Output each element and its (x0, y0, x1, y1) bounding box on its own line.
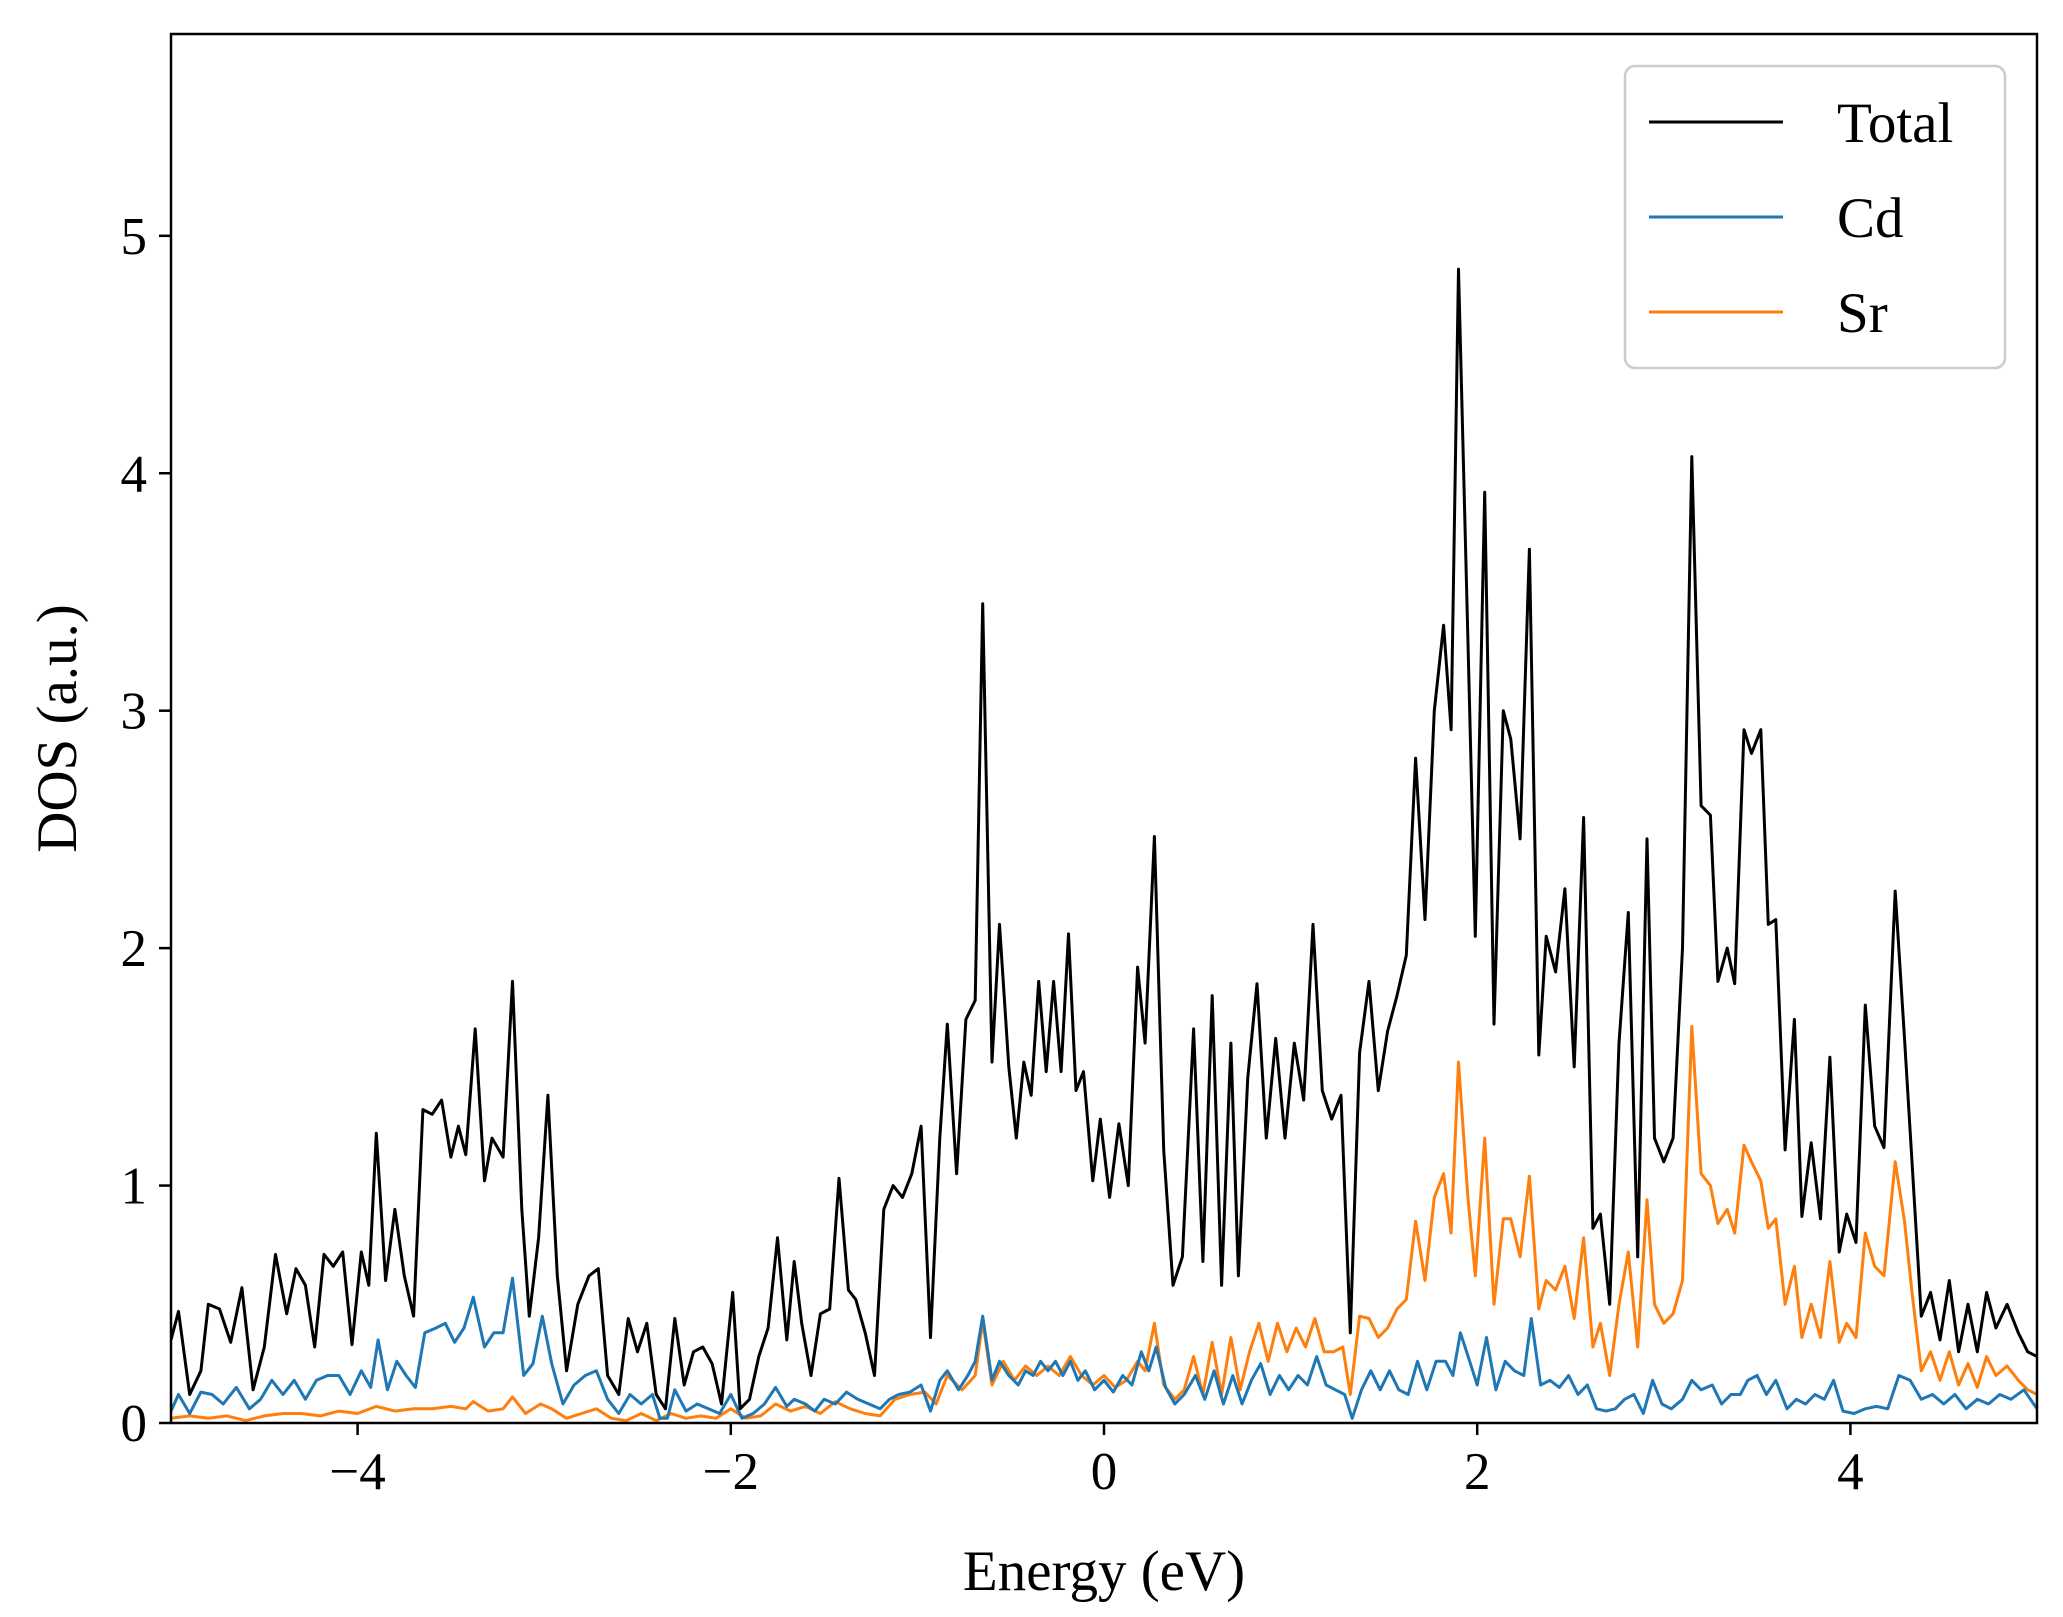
y-axis-label: DOS (a.u.) (26, 604, 89, 853)
y-tick-label: 1 (121, 1158, 148, 1216)
x-tick-label: −4 (329, 1443, 385, 1501)
x-tick-label: 4 (1837, 1443, 1864, 1501)
legend-box (1623, 64, 2007, 370)
legend-label-cd: Cd (1837, 187, 1904, 250)
legend-label-sr: Sr (1837, 282, 1888, 345)
x-tick-label: 0 (1091, 1443, 1118, 1501)
axes: −4 −2 0 2 4 0 1 2 3 4 5 (121, 32, 2039, 1501)
series-line-cd (171, 1276, 2037, 1420)
plot-area (171, 267, 2037, 1423)
x-axis-label: Energy (eV) (963, 1540, 1245, 1603)
series-line-sr (171, 1025, 2037, 1423)
x-tick-label: 2 (1464, 1443, 1491, 1501)
y-tick-label: 4 (121, 445, 148, 503)
legend: Total Cd Sr (1623, 64, 2007, 370)
x-tick-label: −2 (703, 1443, 759, 1501)
series-line-total (171, 267, 2037, 1411)
y-tick-label: 3 (121, 683, 148, 741)
legend-label-total: Total (1837, 92, 1953, 155)
y-tick-label: 0 (121, 1395, 148, 1453)
y-tick-label: 5 (121, 208, 148, 266)
y-tick-label: 2 (121, 920, 148, 978)
